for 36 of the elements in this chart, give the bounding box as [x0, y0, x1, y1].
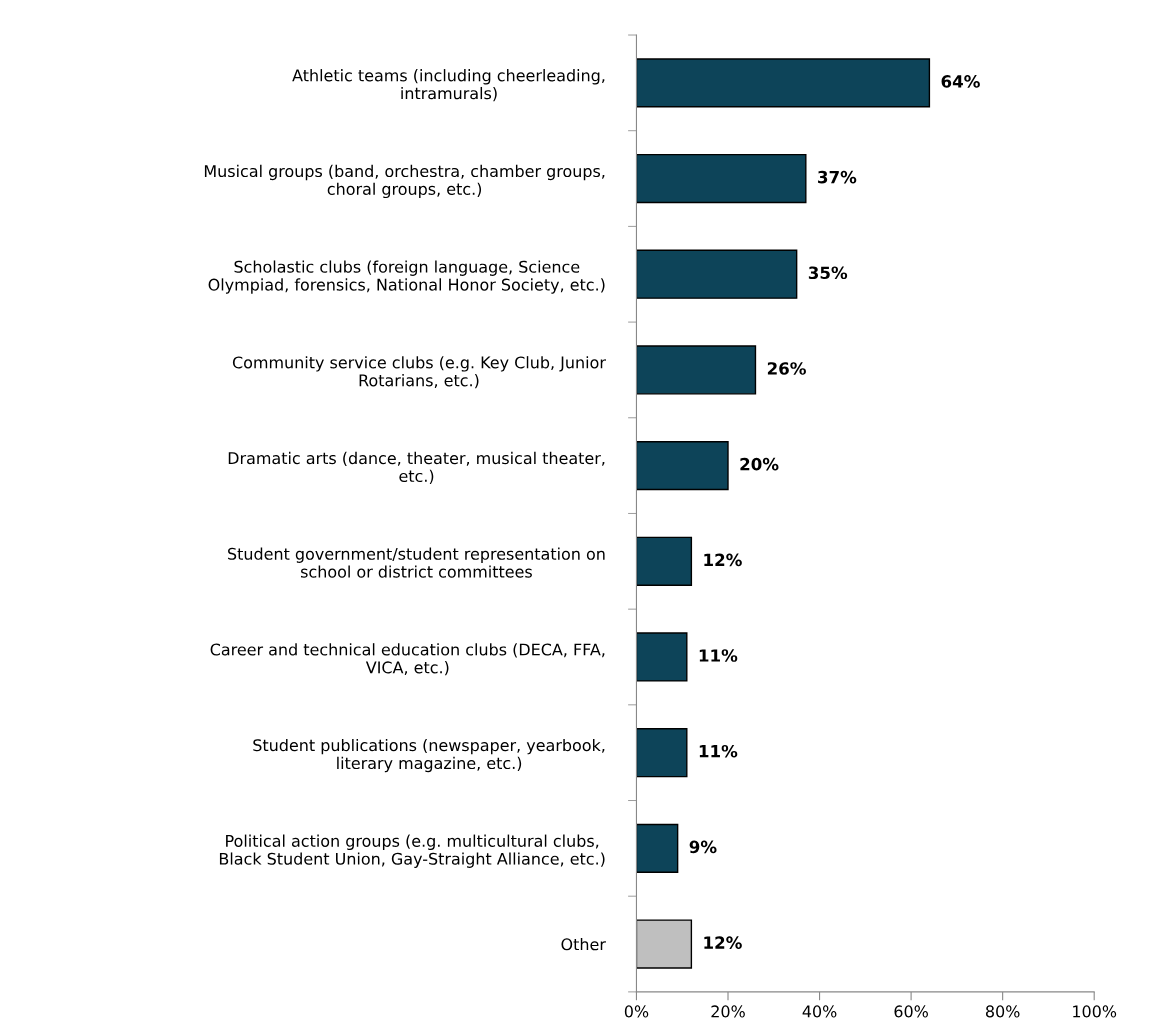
bar — [636, 728, 688, 778]
y-tick-label: Musical groups (band, orchestra, chamber groups, choral groups, etc.) — [204, 164, 605, 199]
bar — [636, 58, 931, 108]
data-label: 35% — [808, 266, 848, 280]
y-tick-label: Career and technical education clubs (DECA, FFA, VICA, etc.) — [210, 643, 605, 676]
bar — [636, 823, 679, 873]
data-label: 26% — [767, 362, 806, 375]
data-label: 64% — [941, 75, 980, 88]
bar — [636, 153, 807, 204]
x-tick-label: 80% — [985, 1005, 1020, 1018]
x-tick-label: 100% — [1073, 1005, 1117, 1018]
y-tick-label: Scholastic clubs (foreign language, Science Olympiad, forensics, National Honor Society, etc.) — [208, 260, 605, 294]
y-tick-label: Athletic teams (including cheerleading, intramurals) — [292, 69, 605, 102]
y-tick-label: Community service clubs (e.g. Key Club, Junior Rotarians, etc.) — [232, 356, 606, 389]
data-label: 37% — [818, 170, 857, 184]
data-label: 12% — [704, 553, 742, 567]
data-label: 11% — [699, 744, 738, 758]
bar — [636, 345, 757, 395]
bar — [636, 919, 693, 969]
y-tick-label: Other — [561, 937, 606, 951]
y-tick-label: Student publications (newspaper, yearbook, literary magazine, etc.) — [253, 738, 605, 773]
y-tick-label: Political action groups (e.g. multicultural clubs, Black Student Union, Gay-Straight Alliance, etc.) — [219, 834, 605, 868]
bar — [636, 440, 729, 491]
y-tick-label: Student government/student representation on school or district committees — [228, 547, 605, 578]
bar — [636, 632, 688, 682]
x-tick-label: 0% — [624, 1005, 649, 1018]
x-tick-label: 40% — [802, 1005, 837, 1018]
x-tick-label: 20% — [711, 1005, 745, 1018]
y-tick-label: Dramatic arts (dance, theater, musical theater, etc.) — [228, 451, 605, 484]
data-label: 11% — [699, 649, 738, 662]
data-label: 20% — [740, 457, 779, 471]
data-label: 12% — [704, 936, 742, 949]
data-label: 9% — [689, 840, 717, 854]
bar — [636, 536, 693, 586]
bar — [636, 249, 798, 299]
x-tick-label: 60% — [894, 1005, 928, 1018]
